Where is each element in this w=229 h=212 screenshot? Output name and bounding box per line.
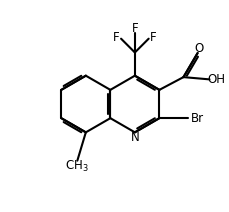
Text: N: N [130, 131, 139, 144]
Text: F: F [149, 31, 156, 44]
Text: CH$_3$: CH$_3$ [65, 159, 89, 174]
Text: F: F [131, 22, 138, 35]
Text: OH: OH [206, 73, 224, 86]
Text: O: O [194, 42, 203, 55]
Text: F: F [113, 31, 119, 44]
Text: Br: Br [190, 112, 203, 125]
